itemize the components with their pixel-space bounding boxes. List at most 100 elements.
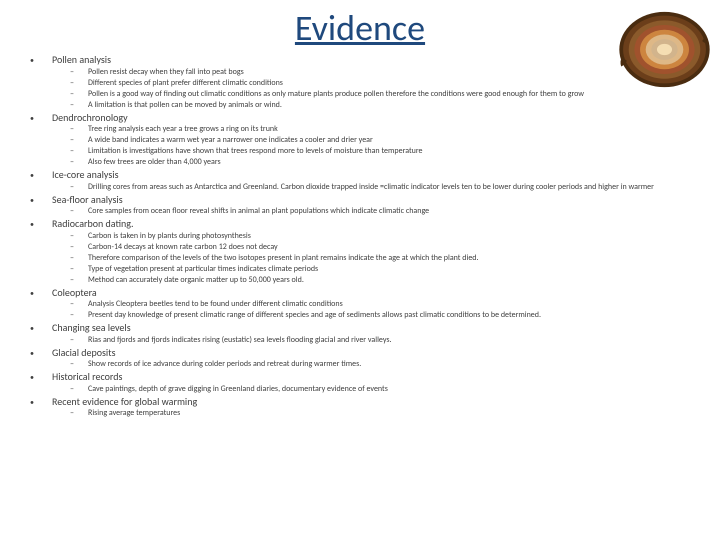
dash-icon: – [70, 124, 88, 134]
section-header-row: •Recent evidence for global warming [30, 396, 702, 409]
dash-icon: – [70, 275, 88, 285]
section-header-row: •Glacial deposits [30, 347, 702, 360]
dash-icon: – [70, 335, 88, 345]
section-title: Ice-core analysis [52, 169, 118, 182]
tree-ring-image [617, 10, 712, 90]
subitem-text: Present day knowledge of present climati… [88, 310, 702, 320]
subitem: –Tree ring analysis each year a tree gro… [70, 124, 702, 134]
subitem-text: Analysis Cleoptera beetles tend to be fo… [88, 299, 702, 309]
section-header-row: •Historical records [30, 371, 702, 384]
subitem-text: Therefore comparison of the levels of th… [88, 253, 702, 263]
section-header-row: •Pollen analysis [30, 54, 702, 67]
dash-icon: – [70, 310, 88, 320]
subitem-text: Core samples from ocean floor reveal shi… [88, 206, 702, 216]
subitem: –Pollen resist decay when they fall into… [70, 67, 702, 77]
bullet-icon: • [30, 56, 52, 66]
subitem: –Therefore comparison of the levels of t… [70, 253, 702, 263]
bullet-icon: • [30, 349, 52, 359]
subitems: –Cave paintings, depth of grave digging … [70, 384, 702, 394]
slide-title: Evidence [0, 6, 720, 50]
dash-icon: – [70, 89, 88, 99]
section-header-row: •Sea-floor analysis [30, 194, 702, 207]
subitem-text: Carbon-14 decays at known rate carbon 12… [88, 242, 702, 252]
dash-icon: – [70, 359, 88, 369]
subitem-text: Rias and fjords and fjords indicates ris… [88, 335, 702, 345]
section-title: Sea-floor analysis [52, 194, 123, 207]
subitem-text: Different species of plant prefer differ… [88, 78, 702, 88]
section-title: Recent evidence for global warming [52, 396, 197, 409]
section: •Glacial deposits–Show records of ice ad… [30, 347, 702, 370]
section-title: Changing sea levels [52, 322, 131, 335]
subitem-text: A wide band indicates a warm wet year a … [88, 135, 702, 145]
section: •Pollen analysis–Pollen resist decay whe… [30, 54, 702, 110]
subitems: –Analysis Cleoptera beetles tend to be f… [70, 299, 702, 320]
subitem: –Rising average temperatures [70, 408, 702, 418]
section-title: Radiocarbon dating. [52, 218, 134, 231]
subitem: –Pollen is a good way of finding out cli… [70, 89, 702, 99]
dash-icon: – [70, 408, 88, 418]
subitem: –A limitation is that pollen can be move… [70, 100, 702, 110]
dash-icon: – [70, 264, 88, 274]
subitem: –Limitation is investigations have shown… [70, 146, 702, 156]
bullet-icon: • [30, 373, 52, 383]
subitem: –Method can accurately date organic matt… [70, 275, 702, 285]
bullet-icon: • [30, 114, 52, 124]
section-title: Historical records [52, 371, 122, 384]
dash-icon: – [70, 135, 88, 145]
bullet-icon: • [30, 196, 52, 206]
section-title: Glacial deposits [52, 347, 116, 360]
subitem: –Drilling cores from areas such as Antar… [70, 182, 702, 192]
section-header-row: •Changing sea levels [30, 322, 702, 335]
bullet-icon: • [30, 289, 52, 299]
dash-icon: – [70, 100, 88, 110]
subitem: –A wide band indicates a warm wet year a… [70, 135, 702, 145]
subitem: –Analysis Cleoptera beetles tend to be f… [70, 299, 702, 309]
section: •Changing sea levels–Rias and fjords and… [30, 322, 702, 345]
subitem: –Core samples from ocean floor reveal sh… [70, 206, 702, 216]
subitem: –Cave paintings, depth of grave digging … [70, 384, 702, 394]
subitem: –Type of vegetation present at particula… [70, 264, 702, 274]
dash-icon: – [70, 384, 88, 394]
section: •Ice-core analysis–Drilling cores from a… [30, 169, 702, 192]
subitem-text: Show records of ice advance during colde… [88, 359, 702, 369]
subitem: –Rias and fjords and fjords indicates ri… [70, 335, 702, 345]
subitem: –Carbon is taken in by plants during pho… [70, 231, 702, 241]
section-title: Dendrochronology [52, 112, 128, 125]
section: •Coleoptera–Analysis Cleoptera beetles t… [30, 287, 702, 321]
bullet-icon: • [30, 398, 52, 408]
section-title: Coleoptera [52, 287, 97, 300]
subitems: –Pollen resist decay when they fall into… [70, 67, 702, 110]
section: •Recent evidence for global warming–Risi… [30, 396, 702, 419]
subitems: –Tree ring analysis each year a tree gro… [70, 124, 702, 167]
subitem: –Carbon-14 decays at known rate carbon 1… [70, 242, 702, 252]
subitems: –Rising average temperatures [70, 408, 702, 418]
subitem: –Present day knowledge of present climat… [70, 310, 702, 320]
dash-icon: – [70, 146, 88, 156]
subitem: –Show records of ice advance during cold… [70, 359, 702, 369]
bullet-icon: • [30, 171, 52, 181]
section-header-row: •Radiocarbon dating. [30, 218, 702, 231]
subitem-text: Also few trees are older than 4,000 year… [88, 157, 702, 167]
bullet-icon: • [30, 324, 52, 334]
dash-icon: – [70, 182, 88, 192]
subitems: –Show records of ice advance during cold… [70, 359, 702, 369]
subitem-text: Pollen resist decay when they fall into … [88, 67, 702, 77]
section: •Dendrochronology–Tree ring analysis eac… [30, 112, 702, 168]
subitem: –Different species of plant prefer diffe… [70, 78, 702, 88]
section: •Radiocarbon dating.–Carbon is taken in … [30, 218, 702, 285]
subitem-text: Tree ring analysis each year a tree grow… [88, 124, 702, 134]
section-title: Pollen analysis [52, 54, 111, 67]
dash-icon: – [70, 242, 88, 252]
section: •Sea-floor analysis–Core samples from oc… [30, 194, 702, 217]
section-header-row: •Ice-core analysis [30, 169, 702, 182]
section-header-row: •Dendrochronology [30, 112, 702, 125]
subitems: –Carbon is taken in by plants during pho… [70, 231, 702, 285]
content-area: •Pollen analysis–Pollen resist decay whe… [0, 54, 720, 418]
subitem-text: Drilling cores from areas such as Antarc… [88, 182, 702, 192]
dash-icon: – [70, 299, 88, 309]
subitem-text: Cave paintings, depth of grave digging i… [88, 384, 702, 394]
dash-icon: – [70, 67, 88, 77]
dash-icon: – [70, 231, 88, 241]
subitem-text: Limitation is investigations have shown … [88, 146, 702, 156]
subitem-text: Carbon is taken in by plants during phot… [88, 231, 702, 241]
